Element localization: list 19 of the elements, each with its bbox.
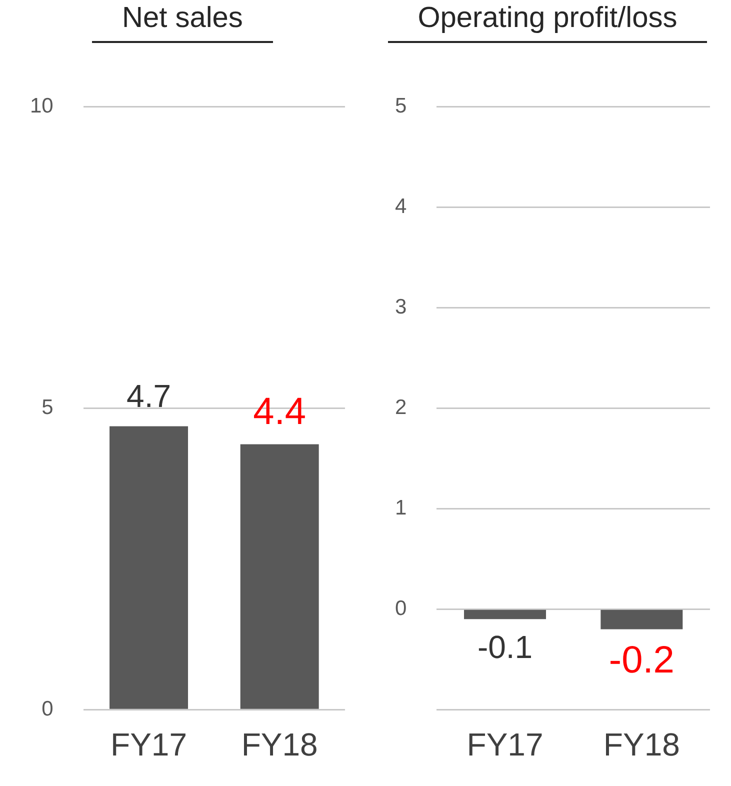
data-label: 4.7 xyxy=(126,378,172,414)
data-label: 4.4 xyxy=(253,390,306,433)
y-tick-label: 5 xyxy=(394,94,407,118)
chart-title: Operating profit/loss xyxy=(388,0,708,43)
y-tick-label: 1 xyxy=(394,496,407,520)
y-tick-label: 0 xyxy=(42,697,54,720)
x-tick-label: FY17 xyxy=(466,726,544,763)
y-tick-label: 2 xyxy=(394,396,407,419)
y-tick-label: 10 xyxy=(30,94,54,118)
data-label: -0.1 xyxy=(477,628,533,665)
y-tick-label: 4 xyxy=(394,194,407,218)
x-tick-label: FY18 xyxy=(603,726,680,763)
y-tick-label: 5 xyxy=(42,396,54,419)
chart-title: Net sales xyxy=(92,0,273,43)
x-tick-label: FY18 xyxy=(241,726,318,763)
x-tick-label: FY17 xyxy=(110,726,188,763)
y-tick-label: 0 xyxy=(394,596,407,620)
data-label: -0.2 xyxy=(608,640,674,682)
y-tick-label: 3 xyxy=(394,295,407,318)
